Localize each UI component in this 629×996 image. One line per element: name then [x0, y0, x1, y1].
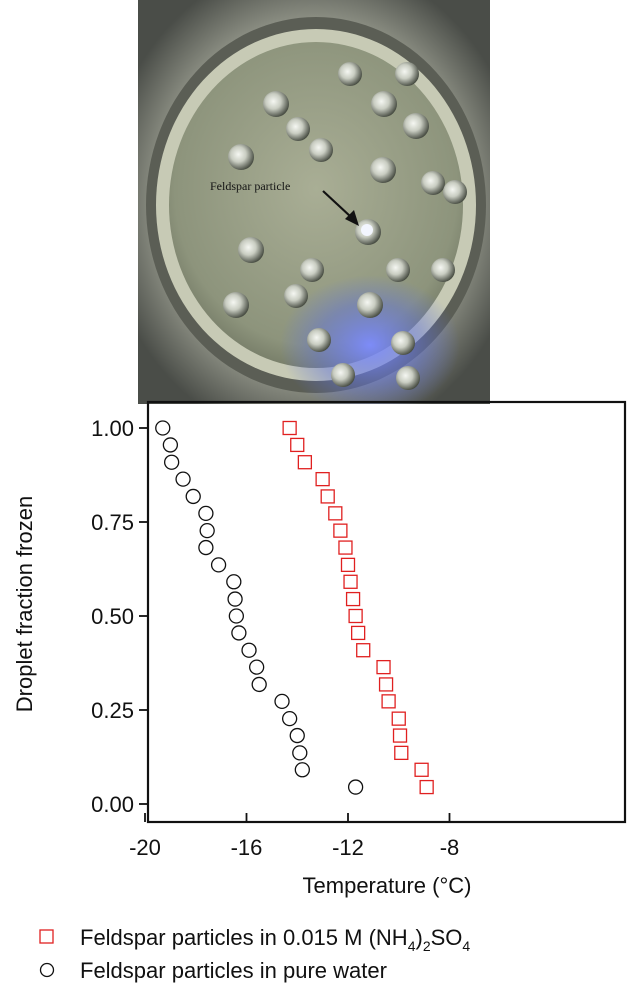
legend-subscript-2: 2 [423, 938, 431, 954]
legend-subscript-3: 4 [462, 938, 470, 954]
x-axis-title: Temperature (°C) [303, 873, 472, 898]
x-axis-title-main: Temperature ( [303, 873, 441, 898]
data-point-square [381, 694, 396, 709]
droplet-array-photo: Feldspar particle [138, 0, 490, 404]
legend-square-marker [39, 929, 54, 944]
series-square-markers [282, 420, 434, 795]
data-points [155, 420, 434, 795]
data-point-circle [251, 676, 267, 693]
data-point-square [343, 574, 358, 589]
data-point-circle [198, 539, 214, 556]
data-point-circle [294, 762, 310, 778]
legend-circle-marker [39, 962, 55, 978]
data-point-square [419, 779, 434, 795]
legend-text-end: SO [431, 925, 463, 950]
x-axis-title-unit: °C [439, 873, 464, 898]
x-tick-label: -20 [129, 835, 161, 860]
data-point-square [290, 437, 305, 453]
data-point-square [391, 711, 406, 726]
photo-annotation: Feldspar particle [210, 179, 290, 193]
x-axis-title-close: ) [464, 873, 471, 898]
legend-label-pure-water: Feldspar particles in pure water [80, 958, 387, 983]
y-tick-label: 0.75 [91, 510, 134, 535]
y-tick-label: 1.00 [91, 416, 134, 441]
data-point-square [392, 728, 408, 743]
data-point-circle [210, 557, 227, 573]
data-point-circle [227, 591, 243, 607]
legend-subscript-1: 4 [408, 938, 416, 954]
data-point-square [356, 643, 371, 658]
y-tick-label: 0.50 [91, 604, 134, 629]
data-point-square [345, 591, 361, 607]
y-tick-label: 0.00 [91, 792, 134, 817]
legend-text-mid: ) [415, 925, 422, 950]
data-point-square [297, 455, 313, 470]
data-point-circle [347, 779, 364, 795]
y-axis-title: Droplet fraction frozen [12, 496, 37, 712]
plot-border [146, 400, 627, 824]
legend-text-main: Feldspar particles in 0.015 M (NH [80, 925, 408, 950]
data-point-circle [228, 608, 245, 624]
x-tick-label: -8 [440, 835, 460, 860]
data-point-circle [231, 625, 247, 641]
data-point-circle [226, 574, 242, 590]
x-axis: -20 -16 -12 -8 [129, 813, 459, 860]
data-point-square [414, 762, 429, 777]
x-tick-label: -16 [231, 835, 263, 860]
data-point-circle [241, 642, 257, 658]
data-point-circle [274, 693, 290, 710]
data-point-square [340, 557, 356, 573]
plot-frame [146, 400, 627, 824]
data-point-circle [175, 471, 191, 487]
data-point-square [350, 625, 366, 641]
series-circle-markers [155, 420, 364, 795]
x-tick-label: -12 [332, 835, 364, 860]
data-point-square [338, 540, 353, 555]
data-point-circle [248, 659, 265, 675]
legend-item-pure-water: Feldspar particles in pure water [39, 958, 387, 983]
data-point-square [376, 659, 391, 675]
droplets [223, 62, 467, 390]
data-point-circle [199, 522, 215, 539]
data-point-square [315, 471, 330, 487]
data-point-circle [292, 745, 308, 761]
data-point-circle [163, 454, 180, 470]
data-point-square [333, 523, 348, 538]
data-point-square [328, 506, 343, 521]
data-point-square [378, 677, 394, 692]
data-point-circle [162, 437, 179, 453]
data-point-circle [281, 710, 298, 727]
annotation-arrow [322, 190, 359, 226]
data-point-square [348, 608, 363, 624]
legend: Feldspar particles in 0.015 M (NH4)2SO4 … [39, 925, 470, 983]
data-point-circle [289, 727, 305, 744]
data-point-circle [185, 488, 201, 505]
data-point-square [394, 745, 409, 761]
data-point-circle [155, 420, 171, 436]
y-tick-label: 0.25 [91, 698, 134, 723]
data-point-square [320, 489, 335, 504]
data-point-square [282, 420, 297, 436]
legend-label-ammonium-sulfate: Feldspar particles in 0.015 M (NH4)2SO4 [80, 925, 470, 954]
legend-item-ammonium-sulfate: Feldspar particles in 0.015 M (NH4)2SO4 [39, 925, 470, 954]
data-point-circle [198, 505, 214, 522]
y-axis: 0.00 0.25 0.50 0.75 1.00 [91, 416, 148, 817]
